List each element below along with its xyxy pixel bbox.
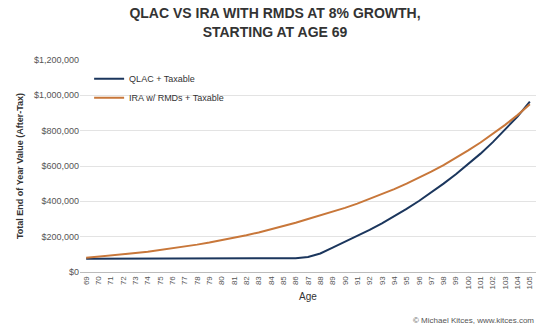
svg-text:Age: Age <box>299 291 317 302</box>
svg-text:69: 69 <box>82 276 91 285</box>
svg-text:102: 102 <box>488 276 497 290</box>
svg-text:$800,000: $800,000 <box>41 126 79 136</box>
svg-text:Total End of Year Value (After: Total End of Year Value (After-Tax) <box>15 93 25 239</box>
svg-text:101: 101 <box>476 276 485 290</box>
svg-text:74: 74 <box>143 276 152 285</box>
svg-text:82: 82 <box>242 276 251 285</box>
svg-text:70: 70 <box>94 276 103 285</box>
svg-text:95: 95 <box>402 276 411 285</box>
svg-text:85: 85 <box>279 276 288 285</box>
svg-text:91: 91 <box>353 276 362 285</box>
svg-text:93: 93 <box>378 276 387 285</box>
svg-text:97: 97 <box>427 276 436 285</box>
svg-text:105: 105 <box>525 276 534 290</box>
svg-text:98: 98 <box>439 276 448 285</box>
svg-text:103: 103 <box>501 276 510 290</box>
svg-text:88: 88 <box>316 276 325 285</box>
svg-text:99: 99 <box>451 276 460 285</box>
svg-text:QLAC + Taxable: QLAC + Taxable <box>129 74 195 84</box>
svg-text:89: 89 <box>328 276 337 285</box>
svg-text:72: 72 <box>119 276 128 285</box>
svg-text:73: 73 <box>131 276 140 285</box>
svg-text:75: 75 <box>156 276 165 285</box>
svg-text:78: 78 <box>193 276 202 285</box>
svg-text:$0: $0 <box>69 267 79 277</box>
svg-text:96: 96 <box>415 276 424 285</box>
svg-text:94: 94 <box>390 276 399 285</box>
svg-text:84: 84 <box>267 276 276 285</box>
svg-text:$1,200,000: $1,200,000 <box>34 55 79 65</box>
svg-text:87: 87 <box>304 276 313 285</box>
svg-text:$400,000: $400,000 <box>41 196 79 206</box>
svg-text:$200,000: $200,000 <box>41 232 79 242</box>
svg-text:© Michael Kitces, www.kitces.c: © Michael Kitces, www.kitces.com <box>413 316 534 325</box>
svg-text:90: 90 <box>341 276 350 285</box>
svg-text:QLAC VS IRA WITH RMDS AT 8% GR: QLAC VS IRA WITH RMDS AT 8% GROWTH,START… <box>129 5 420 39</box>
svg-text:71: 71 <box>106 276 115 285</box>
svg-text:76: 76 <box>168 276 177 285</box>
svg-text:104: 104 <box>513 276 522 290</box>
svg-text:79: 79 <box>205 276 214 285</box>
svg-text:80: 80 <box>217 276 226 285</box>
svg-text:77: 77 <box>180 276 189 285</box>
svg-text:IRA w/ RMDs + Taxable: IRA w/ RMDs + Taxable <box>129 93 224 103</box>
svg-text:86: 86 <box>291 276 300 285</box>
svg-text:83: 83 <box>254 276 263 285</box>
svg-text:92: 92 <box>365 276 374 285</box>
svg-text:$1,000,000: $1,000,000 <box>34 90 79 100</box>
svg-text:100: 100 <box>464 276 473 290</box>
svg-text:81: 81 <box>230 276 239 285</box>
svg-text:$600,000: $600,000 <box>41 161 79 171</box>
